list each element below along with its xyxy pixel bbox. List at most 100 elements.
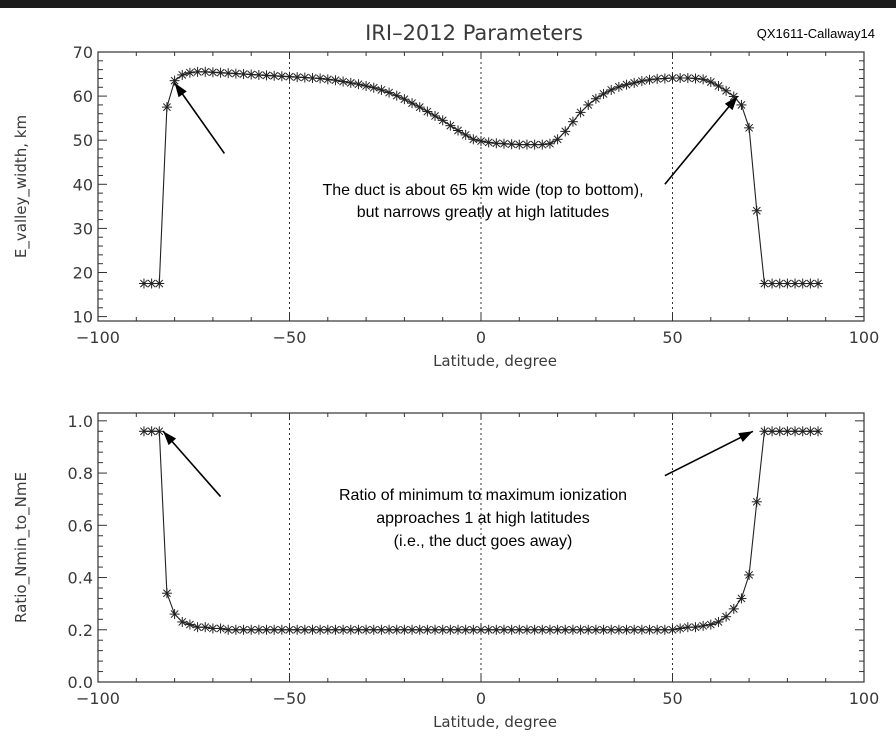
e-valley-width-ytick-label-2: 30 (73, 219, 93, 238)
e-valley-width-data-point (629, 78, 639, 88)
e-valley-width-data-point (622, 80, 632, 90)
ratio-nmin-to-nme-ytick-label-0: 0.0 (68, 673, 93, 692)
e-valley-width-data-point (177, 70, 187, 80)
e-valley-width-data-point (484, 137, 494, 147)
e-valley-width-data-point (438, 115, 448, 125)
e-valley-width-data-point (162, 102, 172, 112)
ratio-nmin-to-nme-data-point (713, 617, 723, 627)
e-valley-width-annotation-arrow-0 (175, 83, 225, 154)
e-valley-width-data-point (468, 134, 478, 144)
ratio-nmin-to-nme-ytick-label-2: 0.4 (68, 569, 93, 588)
e-valley-width-data-point (476, 136, 486, 146)
e-valley-width-data-point (721, 86, 731, 96)
e-valley-width-ytick-label-1: 20 (73, 263, 93, 282)
e-valley-width-data-point (813, 279, 823, 289)
e-valley-width-ylabel: E_valley_width, km (12, 115, 31, 258)
ratio-nmin-to-nme-annotation-line-1: approaches 1 at high latitudes (376, 510, 589, 527)
ratio-nmin-to-nme-data-point (744, 570, 754, 580)
e-valley-width-data-point (645, 75, 655, 85)
ratio-nmin-to-nme-data-point (200, 622, 210, 632)
e-valley-width-data-point (323, 74, 333, 84)
e-valley-width-data-point (461, 130, 471, 140)
ratio-nmin-to-nme-data-point (170, 609, 180, 619)
ratio-nmin-to-nme-data-point (706, 620, 716, 630)
ratio-nmin-to-nme-data-point (698, 621, 708, 631)
chart-panel-bottom: −100 −50 0 50 100 0.0 0.2 0.4 0.6 0.8 1.0 Latitude,… (12, 412, 879, 731)
e-valley-width-data-point (422, 107, 432, 117)
e-valley-width-data-point (361, 81, 371, 91)
e-valley-width-data-point (637, 76, 647, 86)
e-valley-width-data-point (591, 94, 601, 104)
e-valley-width-data-point (353, 79, 363, 89)
e-valley-width-data-point (415, 102, 425, 112)
e-valley-width-data-point (690, 73, 700, 83)
ratio-nmin-to-nme-xtick-label-4: 100 (849, 689, 880, 708)
ratio-nmin-to-nme-data-point (729, 604, 739, 614)
e-valley-width-data-point (553, 134, 563, 144)
e-valley-width-data-point (537, 140, 547, 150)
e-valley-width-data-point (568, 117, 578, 127)
e-valley-width-xtick-label-3: 50 (662, 328, 682, 347)
ratio-nmin-to-nme-xtick-label-2: 0 (476, 689, 486, 708)
ratio-nmin-to-nme-xtick-label-1: −50 (273, 689, 307, 708)
figure-title: IRI–2012 Parameters (365, 21, 583, 45)
e-valley-width-annotation-line-0: The duct is about 65 km wide (top to bot… (322, 182, 643, 199)
ratio-nmin-to-nme-data-point (736, 593, 746, 603)
e-valley-width-data-point (545, 139, 555, 149)
e-valley-width-data-point (614, 82, 624, 92)
e-valley-width-annotation-arrow-1 (665, 96, 738, 184)
ratio-nmin-to-nme-data-point (675, 623, 685, 633)
e-valley-width-xlabel: Latitude, degree (433, 352, 557, 370)
e-valley-width-data-point (369, 83, 379, 93)
ratio-nmin-to-nme-data-point (216, 623, 226, 633)
e-valley-width-data-point (576, 107, 586, 117)
ratio-nmin-to-nme-ytick-label-1: 0.2 (68, 621, 93, 640)
ratio-nmin-to-nme-data-point (177, 617, 187, 627)
ratio-nmin-to-nme-data-point (668, 625, 678, 635)
top-border-bar (0, 0, 896, 8)
ratio-nmin-to-nme-ytick-label-5: 1.0 (68, 412, 93, 431)
e-valley-width-data-point (315, 73, 325, 83)
figure-canvas: IRI–2012 Parameters QX1611-Callaway14 −1… (0, 8, 896, 738)
e-valley-width-ytick-label-0: 10 (73, 308, 93, 327)
e-valley-width-ytick-label-3: 40 (73, 175, 93, 194)
e-valley-width-data-point (744, 123, 754, 133)
figure-id-label: QX1611-Callaway14 (757, 26, 875, 41)
e-valley-width-data-point (330, 75, 340, 85)
e-valley-width-data-point (453, 125, 463, 135)
e-valley-width-ytick-label-4: 50 (73, 131, 93, 150)
e-valley-width-data-point (154, 279, 164, 289)
ratio-nmin-to-nme-data-point (721, 612, 731, 622)
e-valley-width-ytick-label-6: 70 (73, 43, 93, 62)
e-valley-width-data-point (346, 78, 356, 88)
e-valley-width-annotation-line-1: but narrows greatly at high latitudes (357, 204, 610, 221)
ratio-nmin-to-nme-xtick-label-3: 50 (662, 689, 682, 708)
ratio-nmin-to-nme-ytick-label-4: 0.8 (68, 464, 93, 483)
e-valley-width-data-point (713, 81, 723, 91)
e-valley-width-xtick-label-1: −50 (273, 328, 307, 347)
ratio-nmin-to-nme-ytick-label-3: 0.6 (68, 516, 93, 535)
ratio-nmin-to-nme-data-point (752, 497, 762, 507)
e-valley-width-data-point (736, 100, 746, 110)
e-valley-width-xtick-label-2: 0 (476, 328, 486, 347)
ratio-nmin-to-nme-annotation-arrow-0 (163, 431, 220, 496)
e-valley-width-data-point (430, 111, 440, 121)
ratio-nmin-to-nme-annotation-arrow-1 (665, 431, 753, 475)
e-valley-width-data-point (698, 74, 708, 84)
e-valley-width-xtick-label-0: −100 (76, 328, 120, 347)
ratio-nmin-to-nme-xlabel: Latitude, degree (433, 713, 557, 731)
e-valley-width-xtick-label-4: 100 (849, 328, 880, 347)
e-valley-width-ytick-label-5: 60 (73, 87, 93, 106)
chart-panel-top: −100 −50 0 50 100 10 20 30 40 50 60 70 Latitude, deg… (12, 43, 879, 370)
e-valley-width-data-point (445, 121, 455, 131)
ratio-nmin-to-nme-data-point (162, 588, 172, 598)
e-valley-width-data-point (376, 85, 386, 95)
e-valley-width-data-point (583, 100, 593, 110)
e-valley-width-data-point (185, 68, 195, 78)
ratio-nmin-to-nme-annotation-line-2: (i.e., the duct goes away) (394, 533, 573, 550)
ratio-nmin-to-nme-data-point (813, 426, 823, 436)
e-valley-width-data-point (560, 126, 570, 136)
ratio-nmin-to-nme-data-point (154, 426, 164, 436)
e-valley-width-data-point (752, 206, 762, 216)
ratio-nmin-to-nme-ylabel: Ratio_Nmin_to_NmE (12, 472, 31, 623)
